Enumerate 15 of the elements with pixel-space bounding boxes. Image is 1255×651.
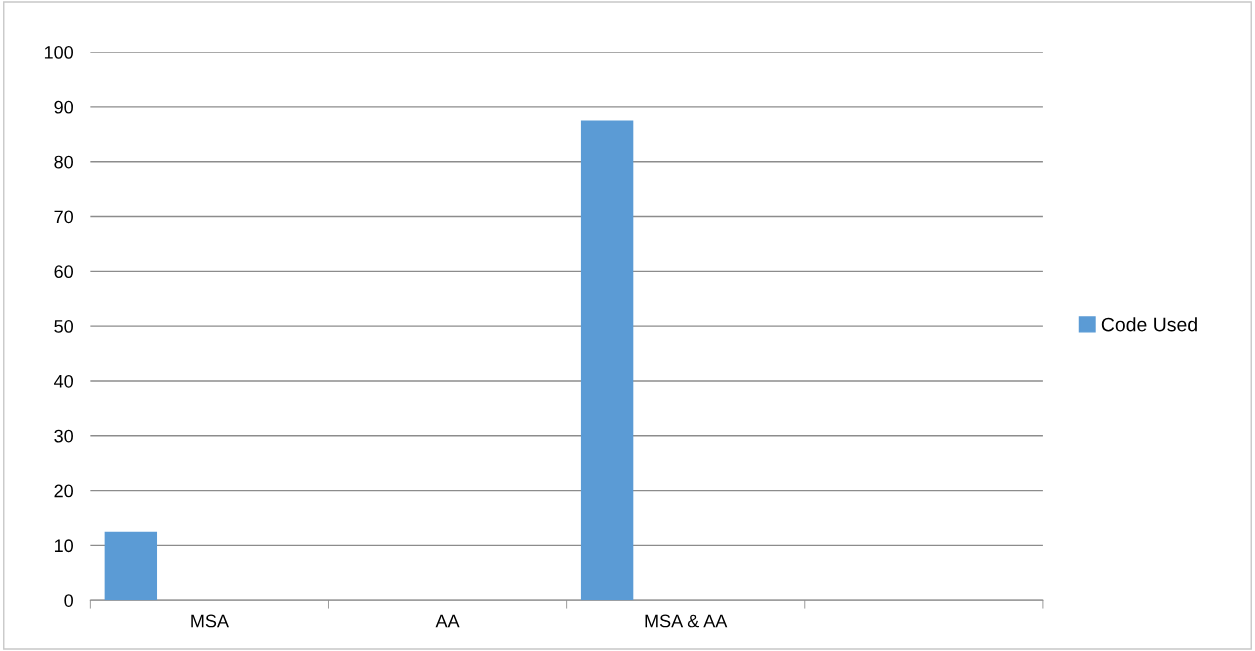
y-tick-label: 30 bbox=[54, 429, 73, 443]
y-tick-label: 0 bbox=[64, 594, 73, 607]
y-tick-label: 20 bbox=[54, 484, 73, 498]
legend-label: Code Used bbox=[1101, 317, 1197, 332]
y-tick-label: 60 bbox=[54, 265, 73, 279]
y-tick-label: 70 bbox=[54, 210, 73, 224]
x-tick-label: MSA & AA bbox=[645, 614, 728, 628]
y-tick-label: 10 bbox=[54, 539, 73, 553]
y-tick-label: 40 bbox=[54, 374, 73, 388]
y-tick-label: 90 bbox=[54, 100, 73, 114]
y-tick-label: 80 bbox=[54, 155, 73, 169]
x-tick-label: MSA bbox=[191, 614, 229, 628]
x-tick-label: AA bbox=[435, 614, 460, 628]
y-tick-label: 100 bbox=[44, 46, 73, 59]
y-tick-label: 50 bbox=[54, 320, 73, 333]
